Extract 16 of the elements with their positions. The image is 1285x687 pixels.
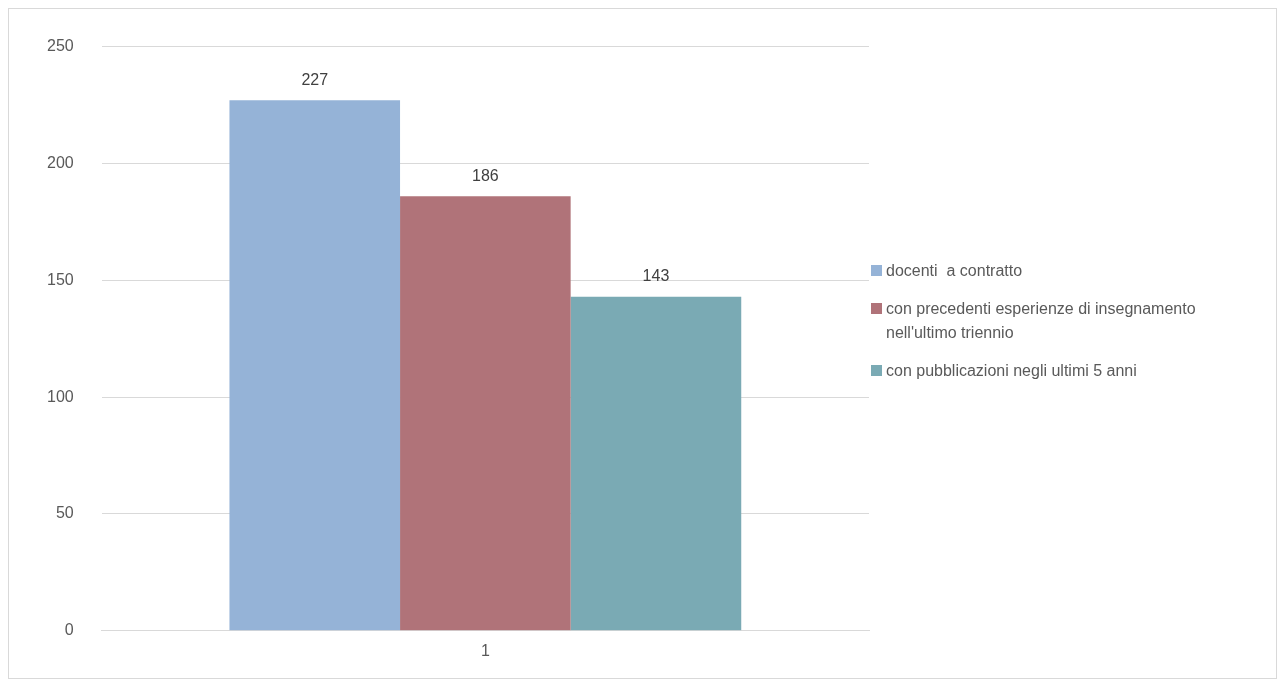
legend-label: con pubblicazioni negli ultimi 5 anni — [886, 361, 1138, 381]
y-tick-label: 150 — [46, 270, 74, 288]
y-tick-label: 200 — [46, 153, 74, 171]
bar — [400, 196, 571, 631]
y-tick-label: 50 — [55, 504, 74, 522]
y-tick-label: 250 — [46, 37, 74, 55]
bar — [229, 100, 401, 631]
legend-label: docenti a contratto — [886, 261, 1024, 281]
data-label: 186 — [472, 166, 499, 184]
y-tick-label: 0 — [64, 621, 74, 639]
x-tick-label: 1 — [480, 641, 490, 659]
data-label: 143 — [642, 267, 670, 285]
bar — [570, 296, 742, 631]
data-label: 227 — [301, 70, 329, 88]
legend-label: con precedenti esperienze di insegnamento nell'ultimo triennio — [886, 299, 1197, 343]
y-tick-label: 100 — [46, 387, 74, 405]
